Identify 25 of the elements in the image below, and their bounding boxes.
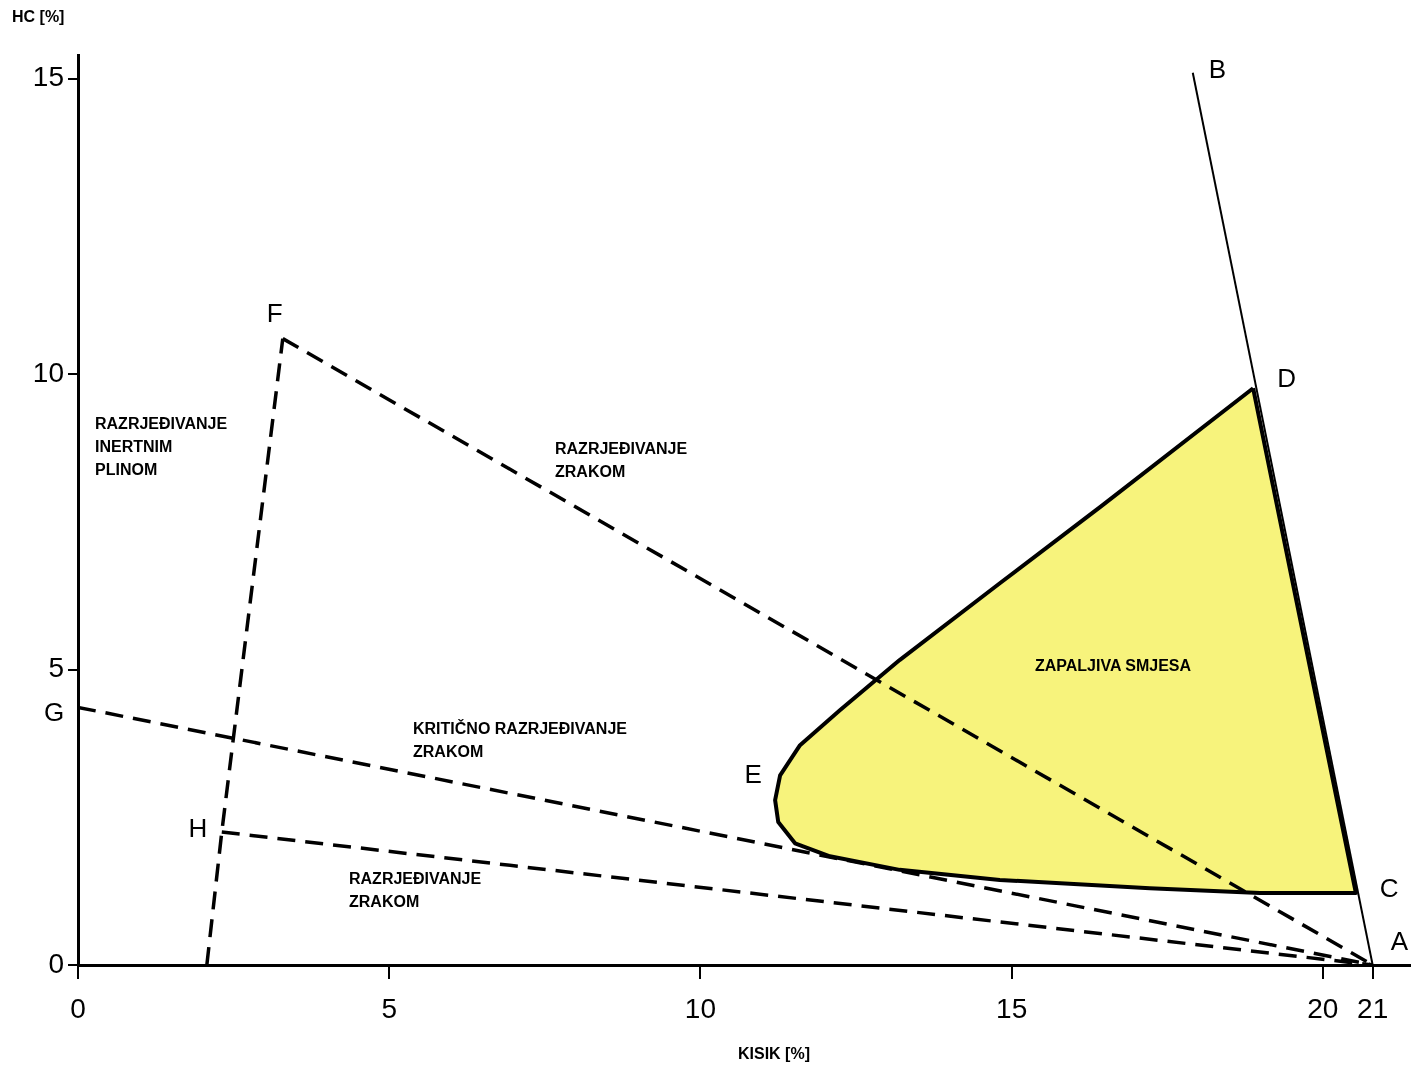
- x-tick-label: 5: [381, 992, 397, 1024]
- x-tick-label: 0: [70, 992, 86, 1024]
- annotation: H: [188, 813, 208, 844]
- annotation: E: [744, 759, 762, 790]
- x-tick-label: 21: [1357, 992, 1389, 1024]
- x-tick-label: 10: [684, 992, 717, 1024]
- annotation: KRITIČNO RAZRJEĐIVANJE ZRAKOM: [413, 719, 628, 761]
- y-axis-title: HC [%]: [12, 8, 65, 26]
- annotation: F: [266, 297, 283, 328]
- annotation: G: [43, 696, 65, 727]
- annotation: C: [1379, 873, 1399, 904]
- y-tick-label: 5: [48, 652, 64, 684]
- y-tick-label: 0: [48, 947, 64, 979]
- annotation: A: [1390, 926, 1409, 957]
- annotation: RAZRJEĐIVANJE ZRAKOM: [349, 870, 482, 911]
- x-axis-title: KISIK [%]: [738, 1045, 810, 1063]
- x-tick-label: 15: [996, 992, 1028, 1024]
- annotation: RAZRJEĐIVANJE INERTNIM PLINOM: [95, 415, 228, 479]
- annotation: B: [1208, 53, 1227, 84]
- annotation: RAZRJEĐIVANJE ZRAKOM: [555, 440, 688, 481]
- annotation: ZAPALJIVA SMJESA: [1034, 657, 1192, 675]
- y-tick-label: 15: [32, 61, 64, 93]
- annotation: D: [1277, 363, 1296, 394]
- y-tick-label: 10: [32, 356, 64, 388]
- x-tick-label: 20: [1307, 992, 1339, 1024]
